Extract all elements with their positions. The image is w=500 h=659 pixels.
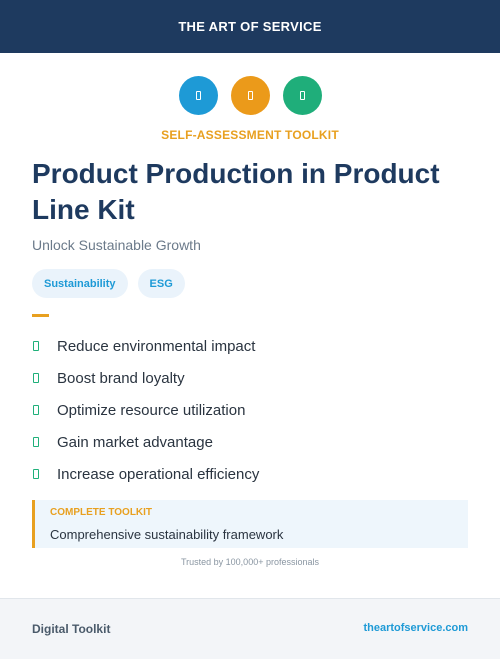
benefit-text: Increase operational efficiency <box>57 465 260 483</box>
tag-list: Sustainability ESG <box>32 269 185 298</box>
callout-text: Comprehensive sustainability framework <box>50 527 284 542</box>
benefit-item: Reduce environmental impact <box>32 330 259 362</box>
tag-sustainability[interactable]: Sustainability <box>32 269 128 298</box>
check-icon <box>33 437 39 447</box>
benefit-text: Boost brand loyalty <box>57 369 185 387</box>
page-title: Product Production in Product Line Kit <box>32 158 440 225</box>
benefit-text: Reduce environmental impact <box>57 337 256 355</box>
benefit-item: Increase operational efficiency <box>32 458 259 490</box>
subtitle: Unlock Sustainable Growth <box>32 237 201 253</box>
check-icon <box>33 469 39 479</box>
check-icon <box>33 405 39 415</box>
trusted-note: Trusted by 100,000+ professionals <box>180 557 319 567</box>
icon-row <box>0 76 500 115</box>
orange-badge-icon <box>230 76 270 115</box>
check-icon <box>33 341 39 351</box>
website-link[interactable]: theartofservice.com <box>363 622 468 634</box>
benefit-text: Optimize resource utilization <box>57 401 246 419</box>
brand-name: THE ART OF SERVICE <box>178 19 322 34</box>
header-bar: THE ART OF SERVICE <box>0 0 500 53</box>
tag-esg[interactable]: ESG <box>137 269 185 298</box>
callout-label: COMPLETE TOOLKIT <box>50 507 153 518</box>
benefit-item: Gain market advantage <box>32 426 259 458</box>
accent-divider <box>32 314 49 317</box>
benefit-item: Boost brand loyalty <box>32 362 259 394</box>
footer: Digital Toolkit theartofservice.com <box>0 598 500 659</box>
benefit-text: Gain market advantage <box>57 433 213 451</box>
footer-label: Digital Toolkit <box>32 622 111 636</box>
benefit-list: Reduce environmental impact Boost brand … <box>32 330 259 490</box>
toolkit-callout: COMPLETE TOOLKIT Comprehensive sustainab… <box>32 500 468 548</box>
green-badge-icon <box>282 76 322 115</box>
eyebrow-label: SELF-ASSESSMENT TOOLKIT <box>161 128 339 142</box>
benefit-item: Optimize resource utilization <box>32 394 259 426</box>
check-icon <box>33 373 39 383</box>
blue-badge-icon <box>178 76 218 115</box>
